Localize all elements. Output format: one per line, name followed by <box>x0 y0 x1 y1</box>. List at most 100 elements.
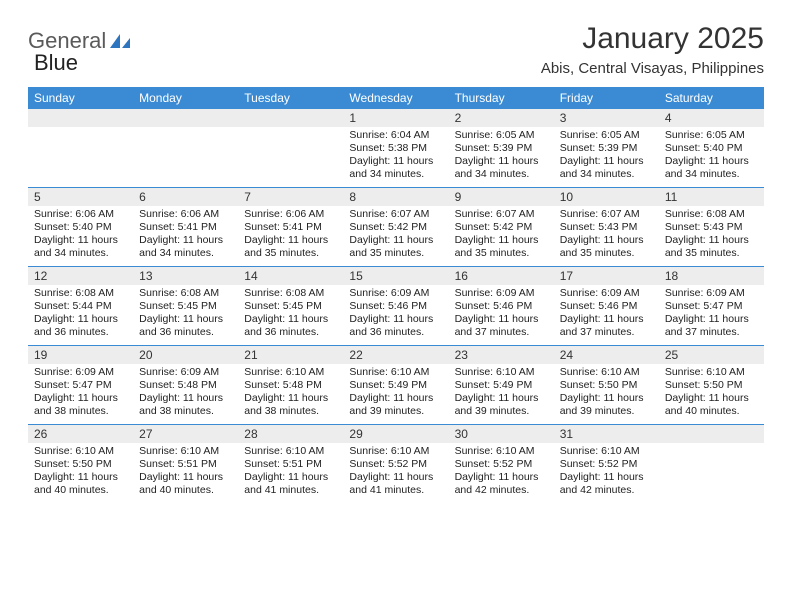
day-number: 18 <box>659 267 764 285</box>
calendar-cell: 25Sunrise: 6:10 AMSunset: 5:50 PMDayligh… <box>659 346 764 424</box>
day-details: Sunrise: 6:09 AMSunset: 5:46 PMDaylight:… <box>343 285 448 344</box>
calendar-cell: 1Sunrise: 6:04 AMSunset: 5:38 PMDaylight… <box>343 109 448 187</box>
calendar-week: 12Sunrise: 6:08 AMSunset: 5:44 PMDayligh… <box>28 266 764 345</box>
calendar-cell: 15Sunrise: 6:09 AMSunset: 5:46 PMDayligh… <box>343 267 448 345</box>
calendar-cell: 8Sunrise: 6:07 AMSunset: 5:42 PMDaylight… <box>343 188 448 266</box>
day-detail-line: Sunrise: 6:10 AM <box>455 445 548 458</box>
day-detail-line: Daylight: 11 hours and 41 minutes. <box>349 471 442 497</box>
day-detail-line: Sunset: 5:41 PM <box>139 221 232 234</box>
calendar-cell: 11Sunrise: 6:08 AMSunset: 5:43 PMDayligh… <box>659 188 764 266</box>
day-detail-line: Daylight: 11 hours and 37 minutes. <box>455 313 548 339</box>
day-detail-line: Daylight: 11 hours and 39 minutes. <box>560 392 653 418</box>
day-detail-line: Sunrise: 6:06 AM <box>139 208 232 221</box>
day-details: Sunrise: 6:08 AMSunset: 5:45 PMDaylight:… <box>238 285 343 344</box>
dayname-sun: Sunday <box>28 87 133 109</box>
day-number: 1 <box>343 109 448 127</box>
day-detail-line: Sunrise: 6:09 AM <box>665 287 758 300</box>
day-details: Sunrise: 6:07 AMSunset: 5:42 PMDaylight:… <box>343 206 448 265</box>
calendar-cell: 21Sunrise: 6:10 AMSunset: 5:48 PMDayligh… <box>238 346 343 424</box>
day-detail-line: Daylight: 11 hours and 42 minutes. <box>455 471 548 497</box>
day-number: 15 <box>343 267 448 285</box>
day-detail-line: Sunset: 5:49 PM <box>455 379 548 392</box>
day-number: 29 <box>343 425 448 443</box>
day-detail-line: Sunrise: 6:10 AM <box>560 445 653 458</box>
calendar-cell: 28Sunrise: 6:10 AMSunset: 5:51 PMDayligh… <box>238 425 343 503</box>
day-detail-line: Daylight: 11 hours and 39 minutes. <box>455 392 548 418</box>
day-details: Sunrise: 6:08 AMSunset: 5:45 PMDaylight:… <box>133 285 238 344</box>
calendar-cell <box>659 425 764 503</box>
day-number <box>28 109 133 127</box>
day-detail-line: Sunrise: 6:04 AM <box>349 129 442 142</box>
day-detail-line: Sunrise: 6:09 AM <box>560 287 653 300</box>
day-details: Sunrise: 6:07 AMSunset: 5:43 PMDaylight:… <box>554 206 659 265</box>
day-detail-line: Sunset: 5:42 PM <box>455 221 548 234</box>
day-detail-line: Sunrise: 6:10 AM <box>34 445 127 458</box>
day-detail-line: Sunset: 5:46 PM <box>349 300 442 313</box>
day-details: Sunrise: 6:06 AMSunset: 5:41 PMDaylight:… <box>133 206 238 265</box>
calendar-cell: 4Sunrise: 6:05 AMSunset: 5:40 PMDaylight… <box>659 109 764 187</box>
calendar-week: 19Sunrise: 6:09 AMSunset: 5:47 PMDayligh… <box>28 345 764 424</box>
day-detail-line: Sunset: 5:45 PM <box>139 300 232 313</box>
day-detail-line: Sunrise: 6:08 AM <box>665 208 758 221</box>
day-number: 20 <box>133 346 238 364</box>
day-number: 24 <box>554 346 659 364</box>
day-number: 23 <box>449 346 554 364</box>
logo-line2: Blue <box>34 50 78 76</box>
day-number: 7 <box>238 188 343 206</box>
day-detail-line: Sunrise: 6:09 AM <box>349 287 442 300</box>
day-number: 31 <box>554 425 659 443</box>
calendar-cell: 16Sunrise: 6:09 AMSunset: 5:46 PMDayligh… <box>449 267 554 345</box>
day-number: 10 <box>554 188 659 206</box>
day-detail-line: Sunrise: 6:07 AM <box>560 208 653 221</box>
day-number: 4 <box>659 109 764 127</box>
calendar-cell: 31Sunrise: 6:10 AMSunset: 5:52 PMDayligh… <box>554 425 659 503</box>
calendar-cell: 29Sunrise: 6:10 AMSunset: 5:52 PMDayligh… <box>343 425 448 503</box>
day-detail-line: Sunrise: 6:10 AM <box>349 445 442 458</box>
day-number: 3 <box>554 109 659 127</box>
day-detail-line: Daylight: 11 hours and 36 minutes. <box>34 313 127 339</box>
day-detail-line: Sunset: 5:48 PM <box>244 379 337 392</box>
calendar-cell: 22Sunrise: 6:10 AMSunset: 5:49 PMDayligh… <box>343 346 448 424</box>
day-detail-line: Sunrise: 6:10 AM <box>244 445 337 458</box>
day-details: Sunrise: 6:09 AMSunset: 5:47 PMDaylight:… <box>28 364 133 423</box>
day-number: 22 <box>343 346 448 364</box>
day-detail-line: Sunset: 5:52 PM <box>560 458 653 471</box>
day-number <box>238 109 343 127</box>
day-detail-line: Sunrise: 6:09 AM <box>34 366 127 379</box>
dayname-sat: Saturday <box>659 87 764 109</box>
day-detail-line: Daylight: 11 hours and 36 minutes. <box>139 313 232 339</box>
day-detail-line: Sunset: 5:46 PM <box>560 300 653 313</box>
day-detail-line: Sunrise: 6:05 AM <box>665 129 758 142</box>
calendar-cell: 13Sunrise: 6:08 AMSunset: 5:45 PMDayligh… <box>133 267 238 345</box>
day-detail-line: Sunrise: 6:07 AM <box>455 208 548 221</box>
day-detail-line: Daylight: 11 hours and 40 minutes. <box>139 471 232 497</box>
calendar-cell: 27Sunrise: 6:10 AMSunset: 5:51 PMDayligh… <box>133 425 238 503</box>
day-detail-line: Daylight: 11 hours and 39 minutes. <box>349 392 442 418</box>
day-detail-line: Daylight: 11 hours and 41 minutes. <box>244 471 337 497</box>
day-detail-line: Daylight: 11 hours and 38 minutes. <box>244 392 337 418</box>
calendar-cell: 17Sunrise: 6:09 AMSunset: 5:46 PMDayligh… <box>554 267 659 345</box>
day-detail-line: Sunrise: 6:08 AM <box>139 287 232 300</box>
day-detail-line: Sunrise: 6:09 AM <box>139 366 232 379</box>
day-details: Sunrise: 6:05 AMSunset: 5:40 PMDaylight:… <box>659 127 764 186</box>
day-number: 27 <box>133 425 238 443</box>
calendar-cell <box>28 109 133 187</box>
day-detail-line: Sunrise: 6:10 AM <box>455 366 548 379</box>
day-number: 16 <box>449 267 554 285</box>
calendar-cell: 26Sunrise: 6:10 AMSunset: 5:50 PMDayligh… <box>28 425 133 503</box>
day-details: Sunrise: 6:10 AMSunset: 5:51 PMDaylight:… <box>238 443 343 502</box>
day-number: 21 <box>238 346 343 364</box>
calendar-cell: 12Sunrise: 6:08 AMSunset: 5:44 PMDayligh… <box>28 267 133 345</box>
day-detail-line: Sunrise: 6:06 AM <box>244 208 337 221</box>
day-detail-line: Sunrise: 6:07 AM <box>349 208 442 221</box>
day-details <box>28 127 133 133</box>
day-details: Sunrise: 6:10 AMSunset: 5:50 PMDaylight:… <box>554 364 659 423</box>
calendar-cell: 9Sunrise: 6:07 AMSunset: 5:42 PMDaylight… <box>449 188 554 266</box>
day-detail-line: Sunrise: 6:10 AM <box>139 445 232 458</box>
day-details: Sunrise: 6:05 AMSunset: 5:39 PMDaylight:… <box>449 127 554 186</box>
calendar-cell: 19Sunrise: 6:09 AMSunset: 5:47 PMDayligh… <box>28 346 133 424</box>
day-details: Sunrise: 6:05 AMSunset: 5:39 PMDaylight:… <box>554 127 659 186</box>
day-details: Sunrise: 6:10 AMSunset: 5:52 PMDaylight:… <box>554 443 659 502</box>
day-number <box>659 425 764 443</box>
day-detail-line: Daylight: 11 hours and 38 minutes. <box>34 392 127 418</box>
